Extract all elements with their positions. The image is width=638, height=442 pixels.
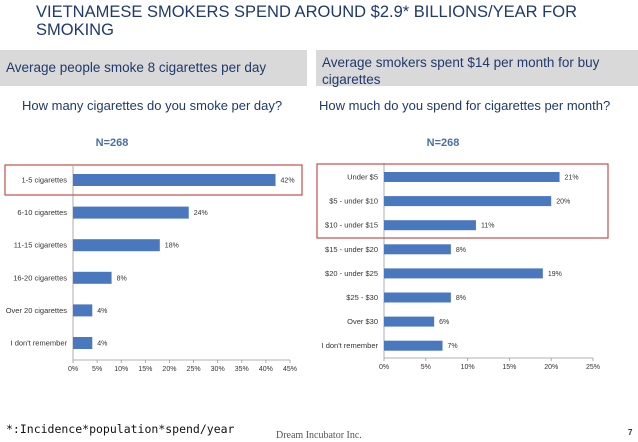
- right-category-label-25-30: $25 - $30: [346, 293, 378, 302]
- right-value-label-over-30: 6%: [439, 319, 449, 326]
- page-number: 7: [628, 428, 633, 437]
- right-bar-25-30: [384, 292, 451, 303]
- right-x-tick-label: 5%: [421, 364, 431, 371]
- left-bar-16-20-cigarettes: [73, 271, 112, 284]
- left-x-tick-label: 25%: [187, 366, 201, 373]
- right-value-label-10-under-15: 11%: [481, 223, 495, 230]
- slide-title: VIETNAMESE SMOKERS SPEND AROUND $2.9* BI…: [36, 3, 577, 39]
- left-category-label-i-don-t-remember: I don't remember: [11, 339, 68, 348]
- right-value-label-5-under-10: 20%: [556, 199, 570, 206]
- right-x-tick-label: 0%: [379, 364, 389, 371]
- right-n-label: N=268: [427, 137, 460, 149]
- right-category-label-i-don-t-remember: I don't remember: [322, 341, 379, 350]
- left-category-label-6-10-cigarettes: 6-10 cigarettes: [17, 208, 67, 217]
- spend-per-month-chart: N=268 0% 5% 10% 15% 20% 25% Under $5 21% $5 - und…: [316, 137, 609, 371]
- left-value-label-16-20-cigarettes: 8%: [117, 275, 127, 282]
- left-x-tick-label: 45%: [283, 366, 297, 373]
- right-bar-over-30: [384, 316, 435, 327]
- right-category-label-15-under-20: $15 - under $20: [325, 245, 378, 254]
- left-category-label-over-20-cigarettes: Over 20 cigarettes: [6, 306, 68, 315]
- right-category-label-20-under-25: $20 - under $25: [325, 269, 378, 278]
- right-x-tick-label: 15%: [502, 364, 516, 371]
- left-x-tick-label: 20%: [162, 366, 176, 373]
- right-chart-question: How much do you spend for cigarettes per…: [319, 98, 611, 113]
- left-value-label-1-5-cigarettes: 42%: [281, 178, 295, 185]
- right-highlight-box: [316, 163, 609, 239]
- left-chart-question: How many cigarettes do you smoke per day…: [22, 98, 283, 113]
- right-value-label-25-30: 8%: [456, 295, 466, 302]
- right-bar-20-under-25: [384, 268, 543, 279]
- left-category-label-16-20-cigarettes: 16-20 cigarettes: [13, 273, 67, 282]
- right-value-label-15-under-20: 8%: [456, 247, 466, 254]
- left-x-tick-label: 0%: [68, 366, 78, 373]
- left-category-label-11-15-cigarettes: 11-15 cigarettes: [14, 241, 67, 250]
- left-x-tick-label: 15%: [138, 366, 152, 373]
- left-n-label: N=268: [96, 137, 129, 149]
- left-bar-11-15-cigarettes: [73, 239, 160, 252]
- right-value-label-i-don-t-remember: 7%: [448, 343, 458, 350]
- cigarettes-per-day-chart: N=268 0% 5% 10% 15% 20% 25% 30% 35% 40% 45% 1-5 cig…: [4, 137, 303, 373]
- right-value-label-under-5: 21%: [565, 175, 579, 182]
- left-x-tick-label: 5%: [92, 366, 102, 373]
- right-category-label-under-5: Under $5: [347, 173, 378, 182]
- footnote: *:Incidence*population*spend/year: [6, 422, 235, 436]
- left-bar-i-don-t-remember: [73, 337, 93, 349]
- left-x-tick-label: 40%: [259, 366, 273, 373]
- left-x-tick-label: 10%: [114, 366, 128, 373]
- left-summary-band: Average people smoke 8 cigarettes per da…: [0, 50, 307, 86]
- left-value-label-11-15-cigarettes: 18%: [165, 243, 179, 250]
- right-bar-under-5: [384, 172, 560, 182]
- left-x-tick-label: 35%: [235, 366, 249, 373]
- left-value-label-i-don-t-remember: 4%: [97, 341, 107, 348]
- right-x-tick-label: 10%: [461, 364, 475, 371]
- right-bar-15-under-20: [384, 244, 451, 255]
- left-value-label-6-10-cigarettes: 24%: [194, 210, 208, 217]
- right-category-label-5-under-10: $5 - under $10: [329, 197, 378, 206]
- left-bar-1-5-cigarettes: [73, 174, 276, 186]
- right-category-label-over-30: Over $30: [347, 317, 378, 326]
- right-x-tick-label: 25%: [586, 364, 600, 371]
- company-name: Dream Incubator Inc.: [276, 430, 362, 441]
- right-bar-10-under-15: [384, 220, 476, 231]
- left-highlight-box: [4, 164, 303, 196]
- right-bar-i-don-t-remember: [384, 340, 443, 351]
- right-value-label-20-under-25: 19%: [548, 271, 562, 278]
- right-x-tick-label: 20%: [544, 364, 558, 371]
- right-category-label-10-under-15: $10 - under $15: [325, 221, 378, 230]
- right-bar-5-under-10: [384, 196, 552, 207]
- left-bar-over-20-cigarettes: [73, 304, 93, 317]
- left-bar-6-10-cigarettes: [73, 206, 189, 219]
- left-x-tick-label: 30%: [211, 366, 225, 373]
- right-summary-band: Average smokers spent $14 per month for …: [316, 50, 638, 87]
- left-category-label-1-5-cigarettes: 1-5 cigarettes: [22, 176, 68, 185]
- left-value-label-over-20-cigarettes: 4%: [97, 308, 107, 315]
